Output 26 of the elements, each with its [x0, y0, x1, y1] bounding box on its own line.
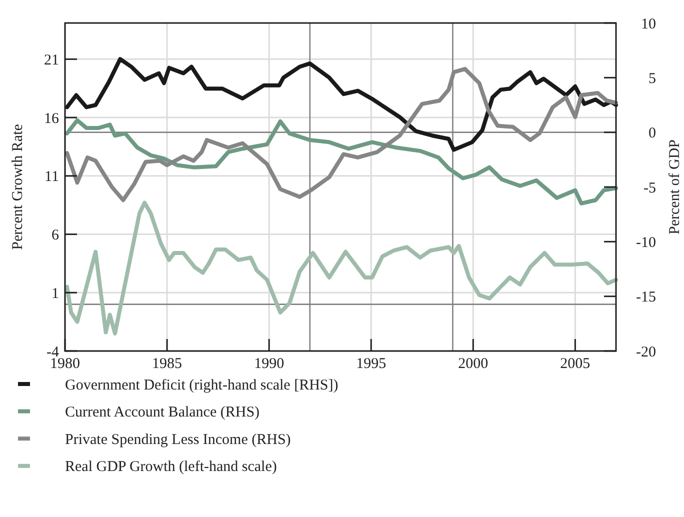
- line-series: [65, 200, 618, 336]
- y-tick-label: 6: [52, 228, 60, 244]
- y-axis-title: Percent Growth Rate: [10, 124, 26, 250]
- y2-tick-label: -10: [636, 234, 656, 251]
- y2-tick-label: 0: [648, 126, 656, 142]
- y2-tick-label: -5: [644, 180, 656, 196]
- legend-label: Real GDP Growth (left-hand scale): [65, 459, 277, 476]
- y2-tick-label: -15: [636, 290, 656, 306]
- y-tick-label: 11: [44, 169, 59, 186]
- legend-label: Current Account Balance (RHS): [65, 404, 260, 421]
- x-tick-label: 1980: [50, 356, 80, 372]
- y2-tick-label: 10: [641, 16, 656, 32]
- x-tick-label: 2005: [560, 356, 590, 372]
- x-tick-label: 1990: [254, 356, 284, 372]
- y-tick-label: 1: [52, 286, 59, 302]
- y-tick-label: 21: [44, 52, 59, 68]
- y2-tick-label: 5: [648, 70, 656, 87]
- x-tick-label: 2000: [458, 356, 488, 372]
- legend-label: Government Deficit (right-hand scale [RHS]): [65, 377, 338, 394]
- y-tick-label: 16: [44, 110, 60, 127]
- line-series: [65, 118, 618, 206]
- legend-label: Private Spending Less Income (RHS): [65, 432, 291, 448]
- x-tick-label: 1995: [356, 356, 386, 372]
- x-tick-label: 1985: [152, 356, 182, 372]
- y2-tick-label: -20: [636, 344, 656, 360]
- y2-axis-title: Percent of GDP: [667, 140, 683, 234]
